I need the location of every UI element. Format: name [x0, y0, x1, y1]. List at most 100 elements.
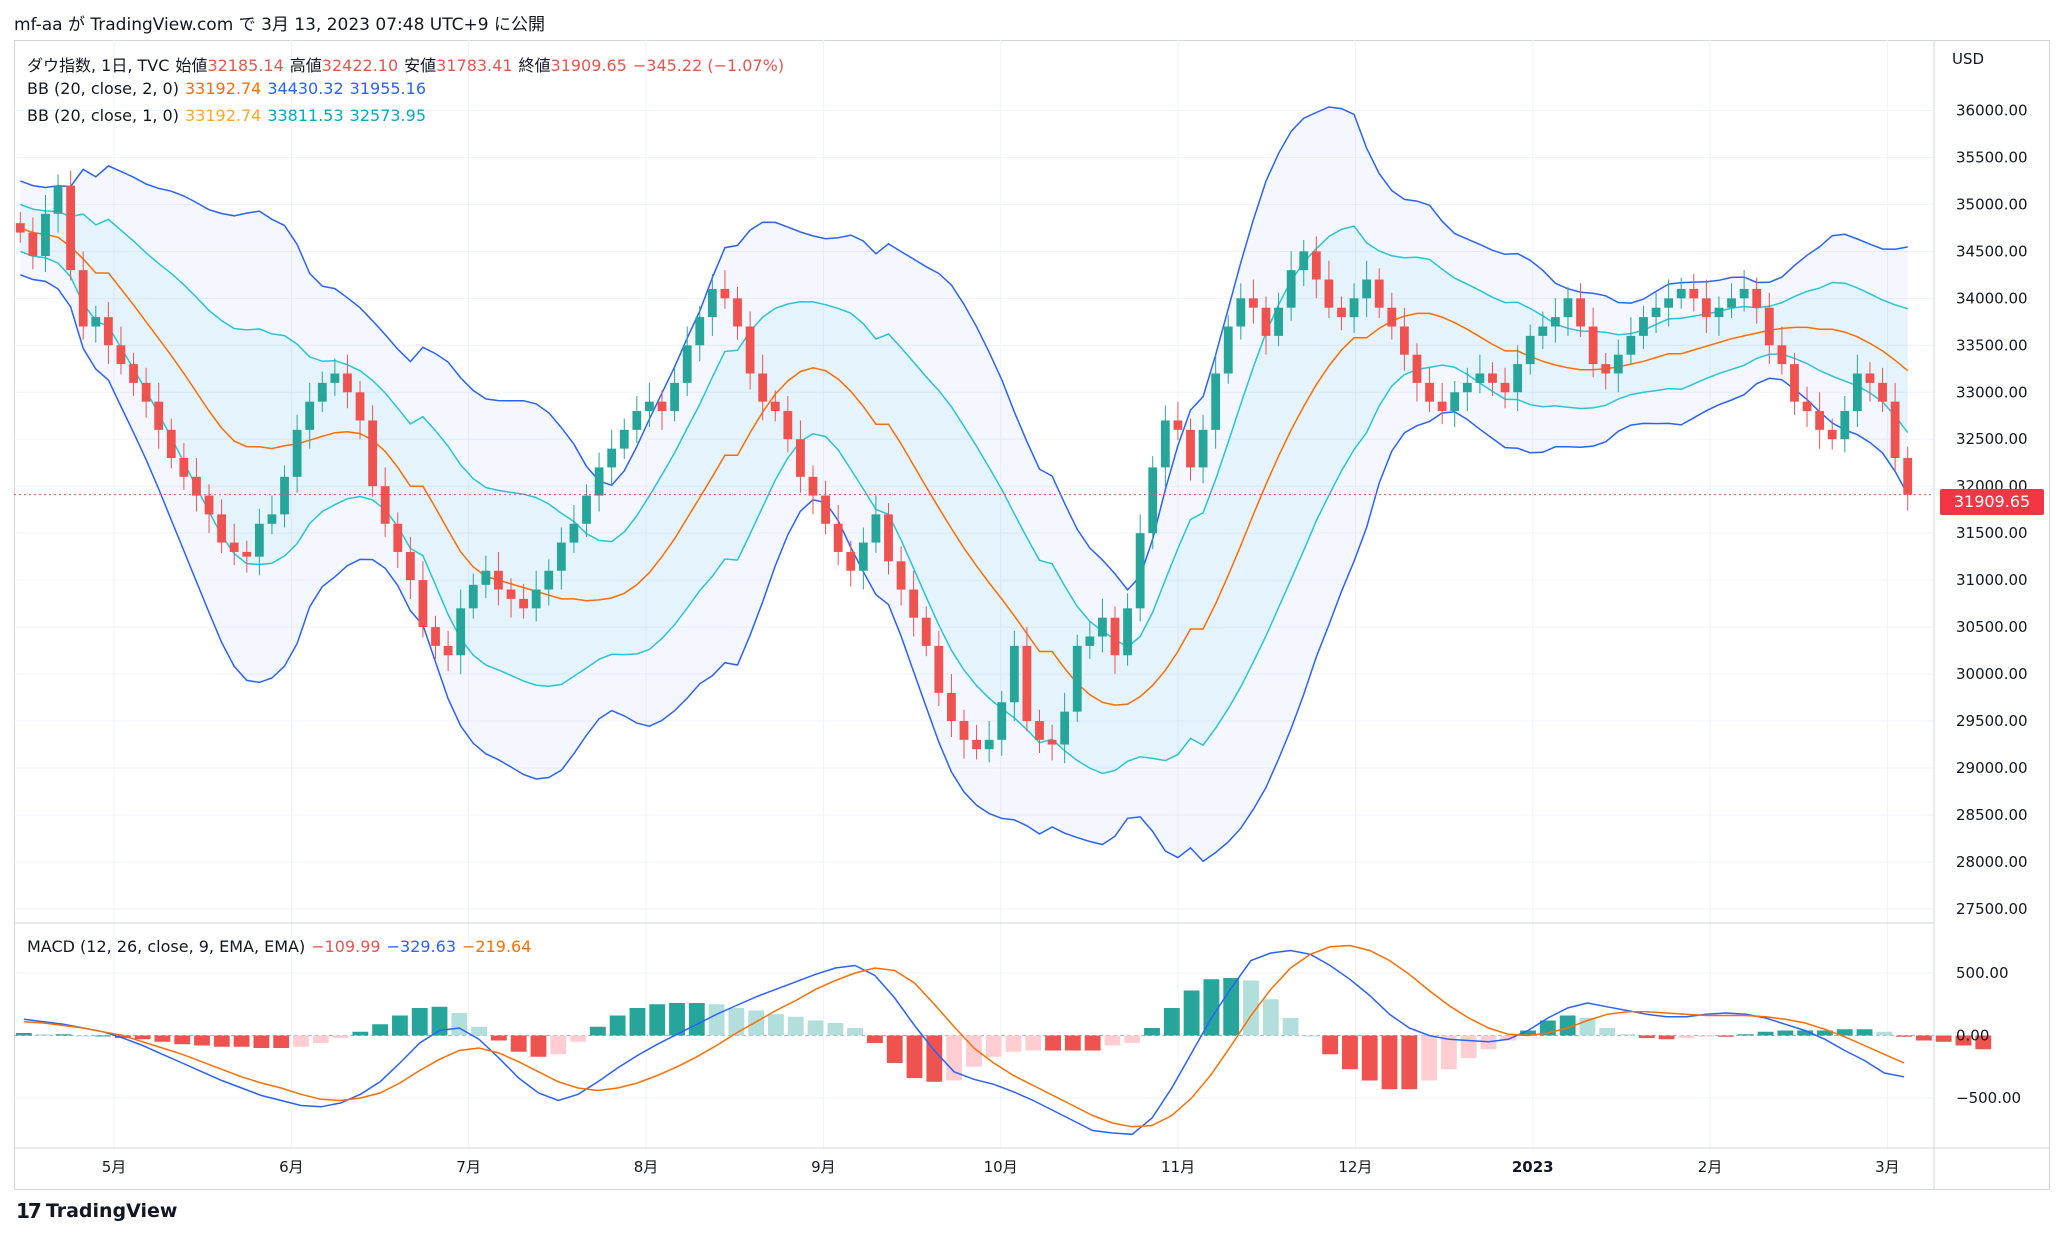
candle-body [1374, 279, 1384, 308]
price-tick-label: 35000.00 [1956, 195, 2028, 213]
close-value: 31909.65 [550, 56, 627, 75]
candle-body [796, 439, 805, 477]
candle-body [1488, 373, 1497, 383]
macd-histogram-bar [1282, 1018, 1299, 1036]
macd-histogram-bar [570, 1035, 586, 1042]
candle-body [330, 373, 340, 383]
candle-body [393, 523, 403, 552]
candle-body [984, 739, 994, 750]
price-tick-label: 31500.00 [1956, 524, 2028, 542]
candle-body [1878, 382, 1887, 402]
chart-canvas[interactable]: 27500.00 28000.00 28500.00 29000.00 29500.00… [14, 40, 2050, 1190]
candle-body [1563, 298, 1573, 318]
macd-histogram-bar [1777, 1030, 1794, 1036]
tradingview-logo-icon: 17 [16, 1199, 42, 1223]
price-tick-label: 34000.00 [1956, 289, 2028, 307]
candle-body [645, 401, 654, 412]
bb2-legend[interactable]: BB (20, close, 2, 0) 33192.74 34430.32 3195… [27, 79, 432, 98]
candle-body [305, 401, 315, 430]
candle-body [1236, 298, 1246, 327]
candle-body [204, 495, 214, 515]
candle-body [1639, 317, 1648, 336]
macd-legend[interactable]: MACD (12, 26, close, 9, EMA, EMA) −109.99… [27, 937, 537, 956]
price-tick-label: 34500.00 [1956, 242, 2028, 260]
candle-body [1362, 279, 1372, 299]
candle-body [1576, 298, 1585, 327]
bb2-basis-value: 33192.74 [184, 79, 262, 98]
candle-body [733, 298, 742, 327]
macd-histogram-bar [708, 1004, 725, 1036]
macd-histogram-bar [35, 1034, 52, 1036]
macd-histogram-bar [1401, 1035, 1418, 1090]
tradingview-logo[interactable]: 17 TradingView [16, 1199, 177, 1223]
macd-histogram-bar [114, 1035, 131, 1038]
price-axis[interactable]: 27500.00 28000.00 28500.00 29000.00 29500.00… [1956, 101, 2028, 1107]
candle-body [1085, 636, 1095, 646]
candle-body [91, 317, 101, 327]
candle-body [1727, 298, 1736, 308]
candle-body [1349, 298, 1359, 318]
candle-body [997, 702, 1007, 740]
macd-histogram-bar [1262, 999, 1279, 1036]
macd-histogram-bar [768, 1014, 784, 1036]
macd-histogram-bar [867, 1035, 883, 1043]
candle-body [934, 645, 944, 693]
time-tick-label: 2月 [1698, 1158, 1723, 1176]
close-label: 終値 [518, 56, 551, 75]
time-axis[interactable]: 5月 6月 7月 8月 9月 10月 11月 12月 2023 2月 3月 [102, 1158, 1900, 1176]
candle-body [670, 382, 679, 412]
price-tick-label: 31000.00 [1956, 571, 2028, 589]
bb2-label: BB (20, close, 2, 0) [27, 79, 179, 98]
candle-body [1425, 382, 1434, 402]
price-pane[interactable] [14, 106, 1934, 863]
candle-body [1110, 617, 1120, 656]
candle-body [1286, 270, 1296, 308]
macd-histogram-bar [1025, 1035, 1042, 1051]
candle-body [1462, 382, 1472, 393]
macd-histogram-bar [1302, 1035, 1319, 1037]
publish-caption: mf-aa が TradingView.com で 3月 13, 2023 07… [14, 15, 545, 35]
macd-histogram-bar [1361, 1035, 1378, 1081]
candle-body [343, 373, 352, 393]
price-tick-label: 29000.00 [1956, 759, 2028, 777]
candle-body [431, 627, 440, 646]
candle-body [1387, 307, 1397, 327]
candle-body [1689, 288, 1699, 299]
time-tick-label: 8月 [634, 1158, 659, 1176]
candle-body [582, 495, 591, 524]
candle-body [1827, 429, 1837, 440]
candle-body [821, 495, 830, 524]
macd-histogram-bar [372, 1024, 389, 1036]
price-tick-label: 29500.00 [1956, 712, 2028, 730]
bb1-legend[interactable]: BB (20, close, 1, 0) 33192.74 33811.53 3257… [27, 106, 432, 125]
brand-label: TradingView [45, 1200, 178, 1222]
candle-body [129, 364, 138, 383]
macd-histogram-bar [95, 1035, 111, 1037]
macd-histogram-bar [1460, 1035, 1477, 1058]
macd-histogram-bar [510, 1035, 527, 1052]
candle-body [1890, 401, 1900, 459]
candle-body [506, 589, 516, 599]
candle-body [494, 570, 503, 590]
macd-histogram-bar [530, 1035, 547, 1057]
candle-body [1865, 373, 1875, 383]
macd-histogram-bar [1737, 1034, 1754, 1036]
candle-body [1651, 307, 1661, 318]
candle-body [556, 542, 566, 571]
candle-body [1072, 645, 1082, 712]
candle-body [833, 523, 843, 552]
macd-histogram-bar [985, 1035, 1002, 1057]
candle-body [468, 584, 478, 609]
macd-pane[interactable] [15, 944, 1992, 1136]
candle-body [858, 542, 868, 571]
high-label: 高値 [289, 56, 322, 75]
price-tick-label: 28500.00 [1956, 806, 2028, 824]
main-legend[interactable]: ダウ指数, 1日, TVC 始値32185.14 高値32422.10 安値31783… [27, 52, 790, 76]
price-tick-label: 36000.00 [1956, 101, 2028, 119]
macd-histogram-bar [134, 1035, 151, 1040]
candle-body [15, 223, 25, 233]
macd-histogram-bar [807, 1020, 824, 1036]
macd-histogram-bar [1223, 978, 1240, 1036]
macd-tick-label: −500.00 [1956, 1089, 2021, 1107]
macd-histogram-bar [1915, 1035, 1932, 1041]
